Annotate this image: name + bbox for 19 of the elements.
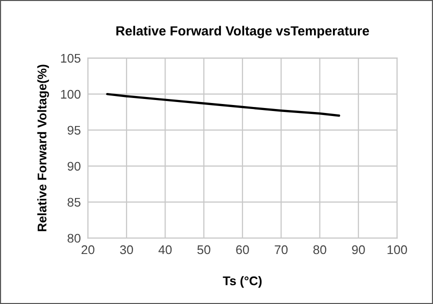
y-tick-label: 95 [68, 126, 80, 135]
x-tick-label: 60 [236, 245, 249, 254]
chart-title: Relative Forward Voltage vsTemperature [116, 26, 370, 38]
y-tick-label: 80 [68, 234, 80, 243]
x-tick-label: 70 [274, 245, 288, 254]
x-tick-label: 20 [82, 245, 94, 254]
line-series [106, 92, 340, 117]
x-tick-label: 90 [352, 245, 365, 254]
x-tick-label: 30 [120, 245, 134, 254]
y-tick-label: 90 [68, 162, 80, 171]
x-tick-label: 80 [313, 245, 326, 254]
x-tick-label: 100 [388, 245, 407, 254]
y-tick-label: 105 [61, 54, 80, 63]
x-tick-label: 50 [197, 245, 210, 254]
y-tick-label: 85 [68, 198, 80, 207]
x-tick-label: 40 [158, 245, 172, 254]
x-axis-title: Ts (°C) [222, 276, 262, 288]
y-axis-title: Relative Forward Voltage(%) [37, 64, 49, 232]
y-tick-label: 100 [61, 90, 80, 99]
